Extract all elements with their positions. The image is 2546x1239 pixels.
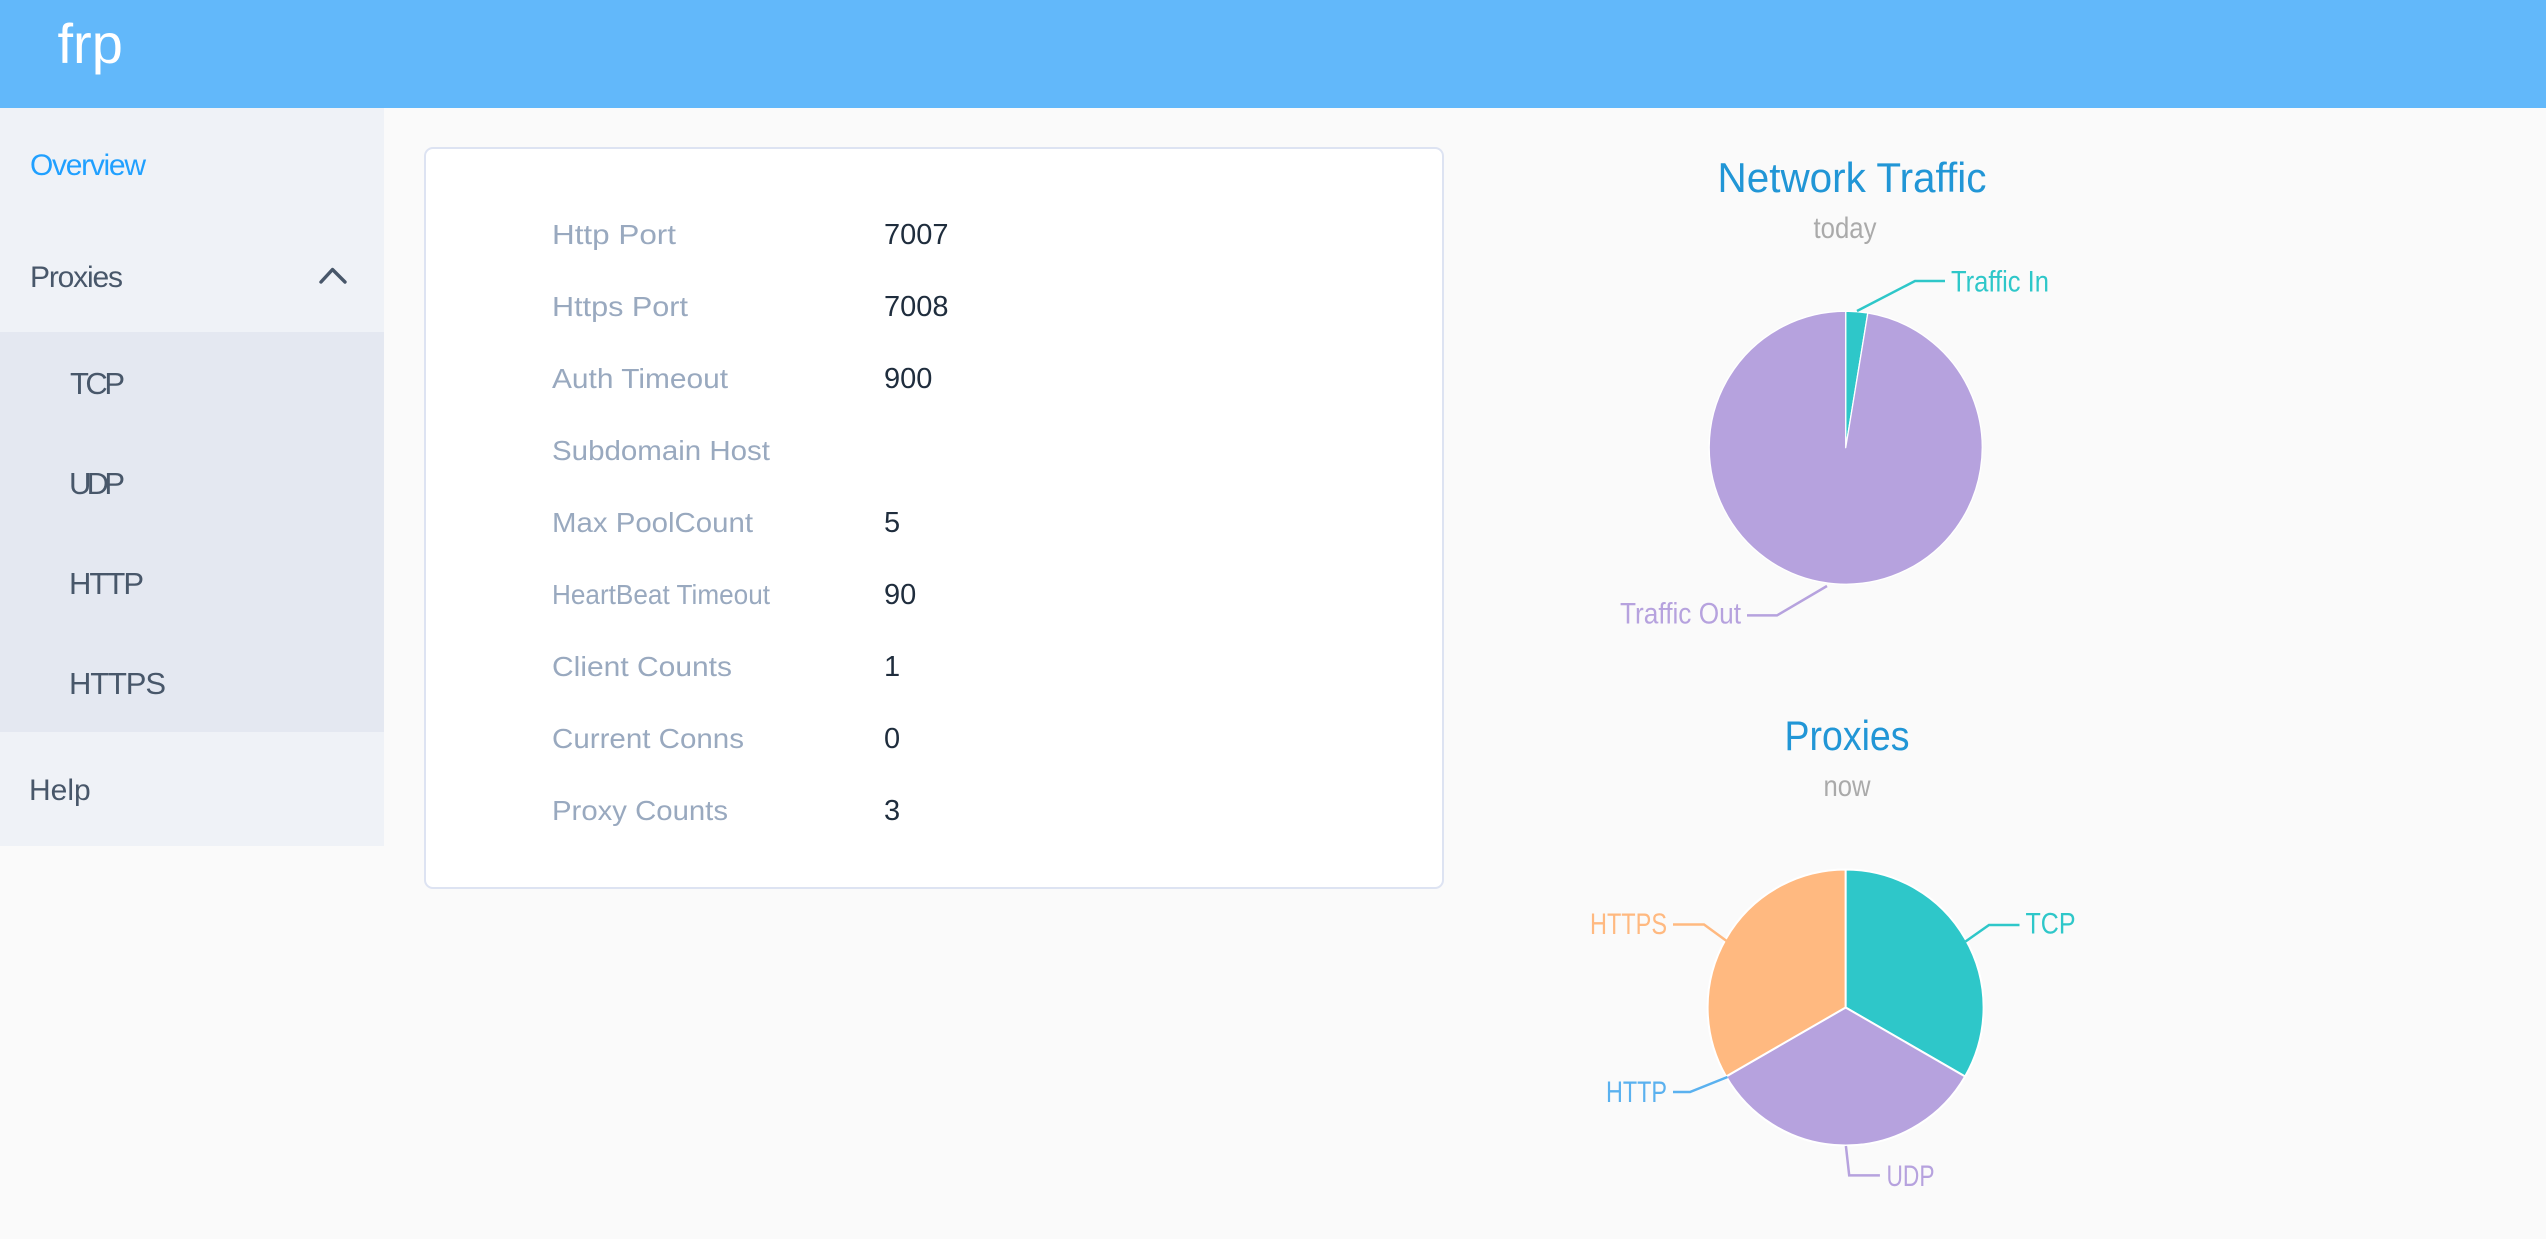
svg-text:HTTP: HTTP — [1606, 1076, 1667, 1109]
svg-text:Overview: Overview — [30, 149, 146, 182]
svg-text:Max PoolCount: Max PoolCount — [552, 507, 753, 538]
svg-text:Client Counts: Client Counts — [552, 651, 732, 682]
svg-text:HeartBeat Timeout: HeartBeat Timeout — [552, 579, 770, 610]
svg-text:UDP: UDP — [1887, 1160, 1935, 1193]
svg-text:today: today — [1814, 212, 1877, 245]
svg-text:Traffic In: Traffic In — [1951, 266, 2049, 299]
svg-text:Subdomain Host: Subdomain Host — [552, 435, 770, 466]
svg-text:UDP: UDP — [69, 466, 125, 501]
svg-text:HTTPS: HTTPS — [1590, 908, 1667, 941]
svg-text:3: 3 — [884, 795, 900, 827]
svg-text:Https Port: Https Port — [552, 291, 688, 322]
svg-text:1: 1 — [884, 651, 900, 683]
svg-text:TCP: TCP — [2026, 908, 2076, 941]
svg-text:900: 900 — [884, 363, 932, 395]
svg-text:5: 5 — [884, 507, 900, 539]
svg-text:7007: 7007 — [884, 219, 949, 251]
svg-text:0: 0 — [884, 723, 900, 755]
svg-text:7008: 7008 — [884, 291, 949, 323]
svg-text:Traffic Out: Traffic Out — [1620, 598, 1742, 631]
svg-text:90: 90 — [884, 579, 916, 611]
svg-text:Proxy Counts: Proxy Counts — [552, 795, 728, 826]
svg-text:Network Traffic: Network Traffic — [1718, 154, 1987, 201]
svg-text:Proxies: Proxies — [1785, 712, 1910, 759]
svg-text:Proxies: Proxies — [30, 261, 123, 294]
svg-text:now: now — [1824, 770, 1871, 803]
svg-text:Help: Help — [29, 774, 91, 807]
svg-text:Auth Timeout: Auth Timeout — [552, 363, 728, 394]
svg-text:HTTP: HTTP — [69, 566, 144, 601]
svg-text:Current Conns: Current Conns — [552, 723, 744, 754]
svg-text:HTTPS: HTTPS — [69, 666, 166, 701]
svg-text:TCP: TCP — [70, 366, 125, 401]
svg-text:frp: frp — [58, 12, 123, 75]
svg-text:Http Port: Http Port — [552, 219, 676, 250]
